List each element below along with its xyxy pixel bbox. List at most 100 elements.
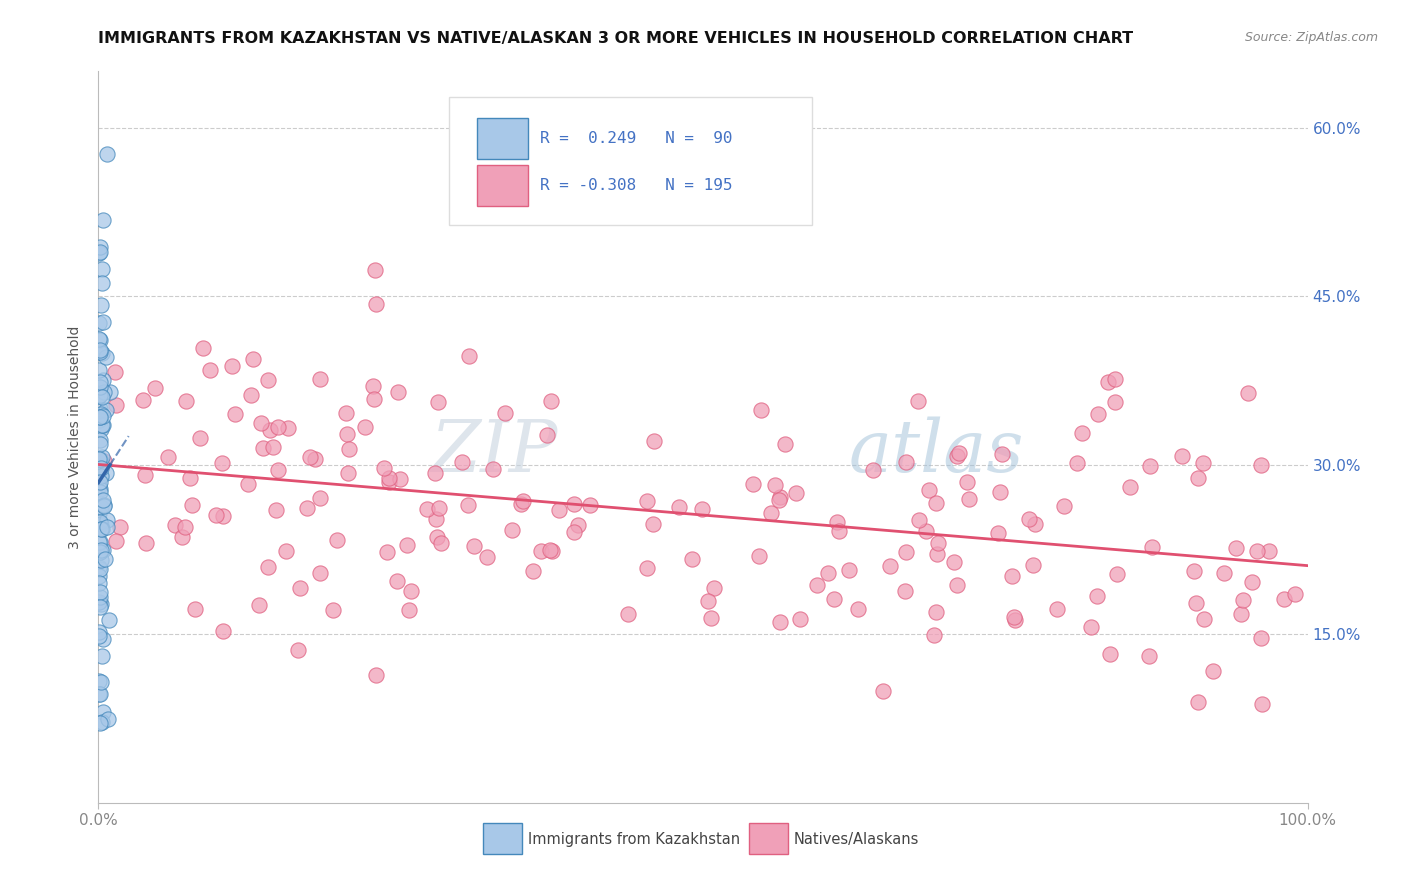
Point [426, 530, 449, 544]
Point [361, 379, 384, 393]
Point [957, 491, 980, 506]
Point [89, 334, 111, 348]
Point [94, 351, 117, 365]
Point [91, 648, 114, 663]
Point [89, 545, 111, 559]
Point [98, 384, 121, 399]
Point [96, 513, 118, 527]
Point [267, 463, 290, 477]
Point [425, 511, 447, 525]
Point [914, 524, 936, 538]
Point [364, 667, 387, 681]
Point [1272, 592, 1295, 607]
Point [87, 389, 110, 403]
Point [94, 552, 117, 566]
Point [1187, 471, 1209, 485]
Point [93, 500, 115, 514]
Point [536, 427, 558, 442]
Point [741, 476, 763, 491]
Point [90, 522, 112, 536]
Point [894, 584, 917, 599]
Point [89, 535, 111, 549]
Point [87, 625, 110, 640]
Point [104, 365, 127, 379]
Point [87, 506, 110, 520]
Point [89, 436, 111, 450]
Point [925, 605, 948, 619]
Point [398, 603, 420, 617]
Point [1250, 458, 1272, 472]
Point [87, 412, 110, 426]
Point [641, 517, 664, 532]
Point [1046, 601, 1069, 615]
Point [89, 590, 111, 604]
Point [337, 442, 360, 457]
Point [463, 539, 485, 553]
Point [907, 512, 929, 526]
Point [1241, 574, 1264, 589]
Point [879, 558, 901, 573]
Point [1087, 407, 1109, 421]
Point [298, 450, 321, 465]
Point [93, 498, 115, 512]
Point [522, 564, 544, 578]
Point [789, 612, 811, 626]
Point [1251, 697, 1274, 711]
Point [769, 490, 792, 504]
Point [94, 466, 117, 480]
Point [1182, 564, 1205, 578]
Point [363, 392, 385, 407]
Point [89, 375, 111, 389]
Point [894, 455, 917, 469]
Point [91, 409, 114, 424]
Point [1139, 459, 1161, 474]
Point [179, 471, 201, 485]
Point [97, 614, 120, 628]
Point [364, 262, 387, 277]
Point [636, 494, 658, 508]
Point [94, 402, 117, 417]
FancyBboxPatch shape [482, 823, 522, 854]
Point [212, 624, 235, 638]
Point [180, 498, 202, 512]
Point [89, 240, 111, 254]
Point [87, 363, 110, 377]
Point [387, 384, 409, 399]
Point [90, 390, 112, 404]
Point [89, 453, 111, 467]
Point [96, 147, 118, 161]
Point [512, 493, 534, 508]
Point [105, 533, 128, 548]
Point [90, 418, 112, 433]
Point [567, 517, 589, 532]
Point [191, 341, 214, 355]
Point [700, 610, 723, 624]
Point [224, 407, 246, 421]
Point [501, 523, 523, 537]
Point [174, 520, 197, 534]
Point [252, 442, 274, 456]
Point [87, 687, 110, 701]
Point [806, 577, 828, 591]
Point [335, 406, 357, 420]
Point [1192, 612, 1215, 626]
Point [1257, 543, 1279, 558]
Point [925, 547, 948, 561]
Point [89, 569, 111, 583]
Point [134, 467, 156, 482]
Point [922, 628, 945, 642]
Point [89, 386, 111, 401]
Point [143, 380, 166, 394]
Point [354, 420, 377, 434]
Point [1085, 589, 1108, 603]
Point [1104, 371, 1126, 385]
Point [90, 277, 112, 291]
Point [378, 475, 401, 489]
Point [1185, 596, 1208, 610]
Point [90, 675, 112, 690]
Point [1171, 449, 1194, 463]
Point [90, 597, 112, 611]
Point [668, 500, 690, 515]
Point [87, 316, 110, 330]
Point [93, 373, 115, 387]
